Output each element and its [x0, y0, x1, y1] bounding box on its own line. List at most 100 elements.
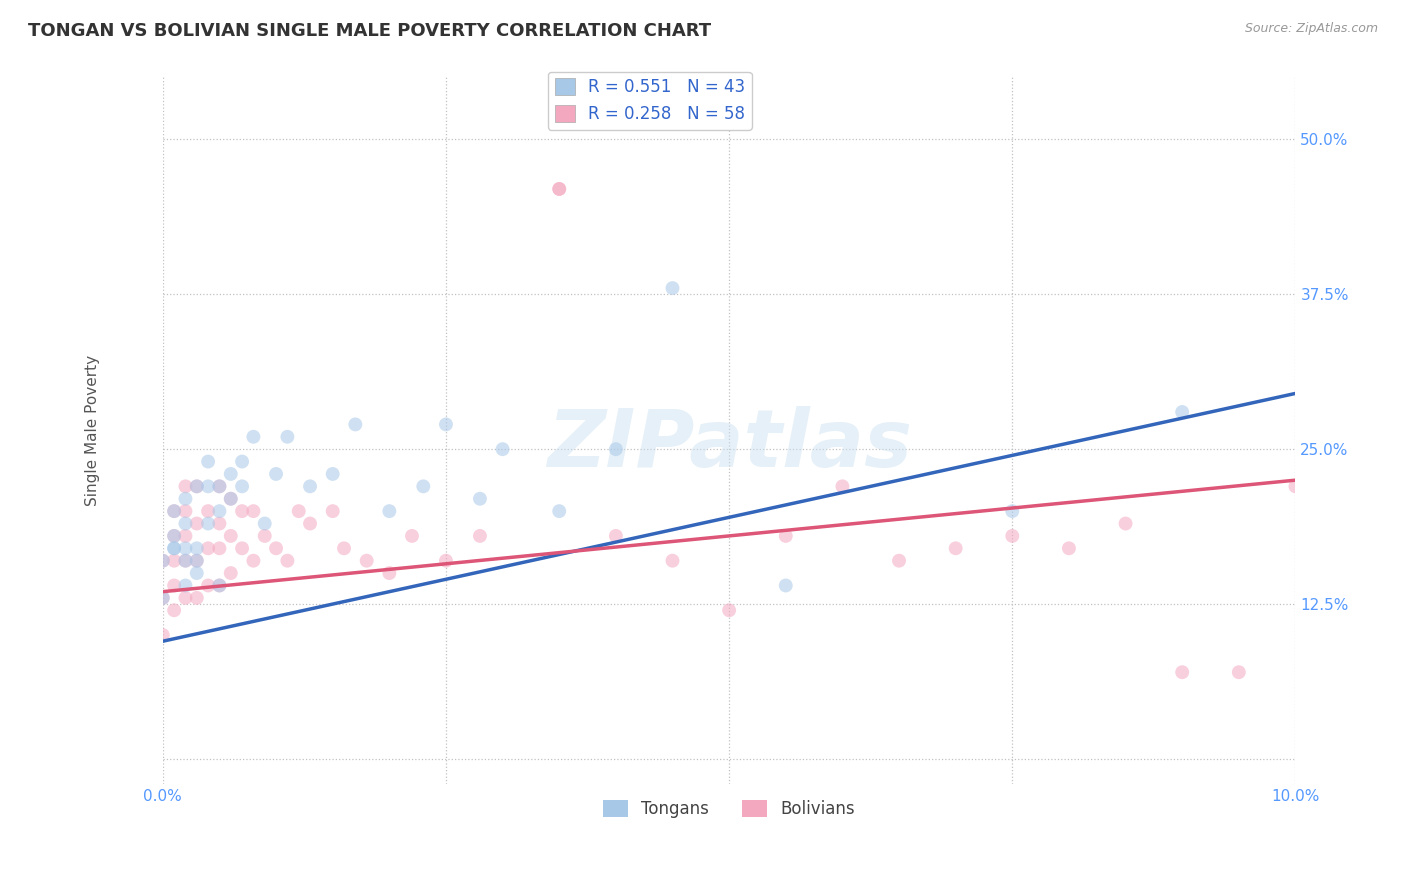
Point	[219, 566, 242, 580]
Point	[468, 491, 491, 506]
Point	[186, 566, 208, 580]
Point	[434, 554, 457, 568]
Point	[322, 504, 344, 518]
Point	[197, 516, 219, 531]
Point	[412, 479, 434, 493]
Point	[197, 504, 219, 518]
Point	[661, 554, 683, 568]
Point	[242, 504, 264, 518]
Point	[163, 529, 186, 543]
Point	[219, 529, 242, 543]
Point	[548, 182, 571, 196]
Point	[491, 442, 513, 457]
Point	[186, 516, 208, 531]
Point	[718, 603, 741, 617]
Point	[197, 479, 219, 493]
Point	[174, 529, 197, 543]
Point	[231, 504, 253, 518]
Point	[163, 603, 186, 617]
Point	[174, 578, 197, 592]
Point	[1001, 529, 1024, 543]
Point	[378, 504, 401, 518]
Point	[322, 467, 344, 481]
Point	[1171, 665, 1194, 680]
Text: TONGAN VS BOLIVIAN SINGLE MALE POVERTY CORRELATION CHART: TONGAN VS BOLIVIAN SINGLE MALE POVERTY C…	[28, 22, 711, 40]
Point	[434, 417, 457, 432]
Point	[152, 591, 174, 605]
Point	[1171, 405, 1194, 419]
Point	[831, 479, 853, 493]
Point	[208, 479, 231, 493]
Point	[253, 529, 276, 543]
Text: ZIPatlas: ZIPatlas	[547, 406, 911, 483]
Point	[1001, 504, 1024, 518]
Point	[186, 554, 208, 568]
Point	[276, 430, 298, 444]
Point	[548, 182, 571, 196]
Text: Source: ZipAtlas.com: Source: ZipAtlas.com	[1244, 22, 1378, 36]
Point	[208, 504, 231, 518]
Point	[163, 529, 186, 543]
Point	[1284, 479, 1306, 493]
Point	[197, 578, 219, 592]
Point	[152, 591, 174, 605]
Point	[219, 491, 242, 506]
Point	[945, 541, 967, 556]
Point	[333, 541, 356, 556]
Point	[661, 281, 683, 295]
Point	[1057, 541, 1080, 556]
Point	[356, 554, 378, 568]
Point	[1227, 665, 1250, 680]
Point	[186, 479, 208, 493]
Point	[186, 554, 208, 568]
Y-axis label: Single Male Poverty: Single Male Poverty	[86, 355, 100, 506]
Point	[174, 554, 197, 568]
Point	[605, 529, 627, 543]
Point	[163, 541, 186, 556]
Point	[186, 591, 208, 605]
Point	[208, 578, 231, 592]
Point	[775, 529, 797, 543]
Point	[401, 529, 423, 543]
Point	[231, 454, 253, 468]
Point	[775, 578, 797, 592]
Point	[219, 491, 242, 506]
Point	[174, 479, 197, 493]
Point	[186, 541, 208, 556]
Point	[287, 504, 309, 518]
Point	[174, 591, 197, 605]
Point	[219, 467, 242, 481]
Point	[344, 417, 367, 432]
Point	[208, 479, 231, 493]
Point	[174, 516, 197, 531]
Point	[152, 554, 174, 568]
Point	[299, 479, 322, 493]
Point	[231, 541, 253, 556]
Point	[152, 628, 174, 642]
Point	[208, 578, 231, 592]
Point	[174, 554, 197, 568]
Point	[264, 541, 287, 556]
Point	[186, 479, 208, 493]
Point	[163, 554, 186, 568]
Point	[468, 529, 491, 543]
Point	[231, 479, 253, 493]
Point	[174, 541, 197, 556]
Point	[887, 554, 910, 568]
Point	[163, 578, 186, 592]
Point	[174, 491, 197, 506]
Point	[242, 430, 264, 444]
Point	[1115, 516, 1137, 531]
Point	[208, 516, 231, 531]
Point	[242, 554, 264, 568]
Point	[264, 467, 287, 481]
Point	[163, 541, 186, 556]
Point	[276, 554, 298, 568]
Point	[163, 504, 186, 518]
Legend: Tongans, Bolivians: Tongans, Bolivians	[596, 793, 862, 825]
Point	[299, 516, 322, 531]
Point	[253, 516, 276, 531]
Point	[197, 541, 219, 556]
Point	[208, 541, 231, 556]
Point	[548, 504, 571, 518]
